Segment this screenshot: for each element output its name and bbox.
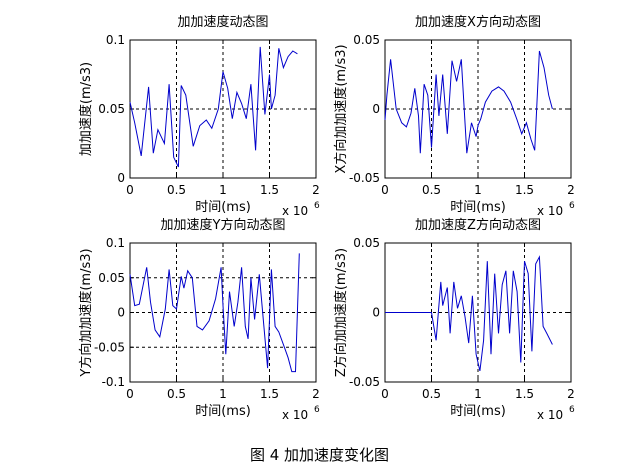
x-tick-label: 1 xyxy=(474,183,482,197)
series-line xyxy=(384,50,553,154)
y-tick-label: 0.05 xyxy=(353,236,380,250)
chart-panel-3: 0 0.5 1 1.5 2 -0.1 -0.05 0 0.05 0.1 加加速度Y方向动态图时间(m… xyxy=(78,217,320,422)
x-tick-label: 1 xyxy=(219,387,227,401)
x-tick-label: 1.5 xyxy=(260,387,279,401)
x-exponent-label: x 10 xyxy=(282,408,308,422)
y-tick-label: 0 xyxy=(372,102,380,116)
y-tick-label: 0.1 xyxy=(106,236,125,250)
chart-title: 加加速度X方向动态图 xyxy=(415,14,541,30)
y-tick-label: -0.05 xyxy=(349,375,380,389)
x-tick-label: 2 xyxy=(312,183,320,197)
y-tick-label: 0.05 xyxy=(98,102,125,116)
x-exponent-label: x 10 xyxy=(537,204,563,218)
x-tick-label: 1 xyxy=(219,183,227,197)
y-tick-label: -0.1 xyxy=(102,375,125,389)
y-tick-label: -0.05 xyxy=(349,171,380,185)
series-line xyxy=(129,253,300,373)
series-line xyxy=(385,255,553,372)
y-axis-label: Y方向加加速度(m/s3) xyxy=(78,248,94,377)
x-tick-label: 0.5 xyxy=(167,387,186,401)
x-tick-label: 1 xyxy=(474,387,482,401)
x-tick-label: 2 xyxy=(567,183,575,197)
x-axis-label: 时间(ms) xyxy=(195,404,251,419)
y-tick-label: -0.05 xyxy=(94,340,125,354)
x-tick-label: 0 xyxy=(126,387,134,401)
x-tick-label: 0.5 xyxy=(422,183,441,197)
x-tick-label: 0.5 xyxy=(422,387,441,401)
y-tick-label: 0 xyxy=(117,306,125,320)
x-tick-label: 1.5 xyxy=(515,183,534,197)
y-tick-label: 0 xyxy=(117,171,125,185)
x-exponent-power: 6 xyxy=(569,201,575,211)
chart-title: 加加速度动态图 xyxy=(177,14,268,30)
x-tick-label: 1.5 xyxy=(515,387,534,401)
chart-title: 加加速度Y方向动态图 xyxy=(161,217,286,233)
x-tick-label: 0 xyxy=(381,183,389,197)
x-exponent-label: x 10 xyxy=(537,408,563,422)
y-tick-label: 0 xyxy=(372,306,380,320)
series-line xyxy=(129,46,298,168)
x-tick-label: 0.5 xyxy=(167,183,186,197)
x-axis-label: 时间(ms) xyxy=(450,404,506,419)
y-axis-label: X方向加加速度(m/s3) xyxy=(333,44,349,173)
x-tick-label: 2 xyxy=(312,387,320,401)
x-exponent-label: x 10 xyxy=(282,204,308,218)
x-tick-label: 0 xyxy=(126,183,134,197)
x-exponent-power: 6 xyxy=(569,405,575,415)
chart-title: 加加速度Z方向动态图 xyxy=(415,217,541,233)
x-exponent-power: 6 xyxy=(314,201,320,211)
x-tick-label: 1.5 xyxy=(260,183,279,197)
y-axis-label: Z方向加加速度(m/s3) xyxy=(333,248,349,377)
y-tick-label: 0.1 xyxy=(106,33,125,47)
x-axis-label: 时间(ms) xyxy=(450,200,506,215)
x-exponent-power: 6 xyxy=(314,405,320,415)
y-tick-label: 0.05 xyxy=(98,271,125,285)
y-tick-label: 0.05 xyxy=(353,33,380,47)
x-axis-label: 时间(ms) xyxy=(195,200,251,215)
x-tick-label: 0 xyxy=(381,387,389,401)
figure-caption: 图 4 加加速度变化图 xyxy=(249,446,390,464)
x-tick-label: 2 xyxy=(567,387,575,401)
y-axis-label: 加加速度(m/s3) xyxy=(78,62,94,156)
